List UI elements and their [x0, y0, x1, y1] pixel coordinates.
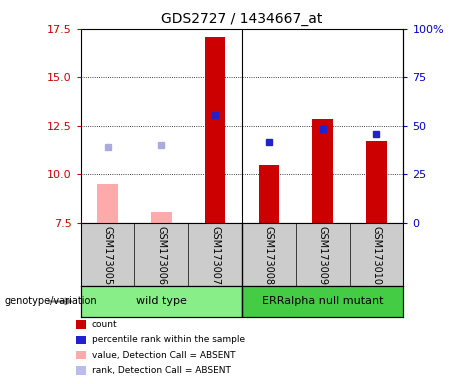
Bar: [242, 286, 403, 317]
Text: rank, Detection Call = ABSENT: rank, Detection Call = ABSENT: [92, 366, 230, 375]
Text: ERRalpha null mutant: ERRalpha null mutant: [262, 296, 384, 306]
Bar: [313, 119, 333, 223]
Text: GSM173006: GSM173006: [156, 226, 166, 285]
Text: GSM173009: GSM173009: [318, 226, 328, 285]
Bar: [151, 212, 171, 223]
Text: genotype/variation: genotype/variation: [5, 296, 97, 306]
Bar: [259, 164, 279, 223]
Text: GSM173008: GSM173008: [264, 226, 274, 285]
Title: GDS2727 / 1434667_at: GDS2727 / 1434667_at: [161, 12, 323, 26]
Text: GSM173010: GSM173010: [372, 226, 382, 285]
Bar: [81, 286, 242, 317]
Text: percentile rank within the sample: percentile rank within the sample: [92, 335, 245, 344]
Bar: [97, 184, 118, 223]
Text: count: count: [92, 320, 118, 329]
Text: wild type: wild type: [136, 296, 187, 306]
Text: GSM173005: GSM173005: [102, 226, 112, 285]
Text: GSM173007: GSM173007: [210, 226, 220, 285]
Text: value, Detection Call = ABSENT: value, Detection Call = ABSENT: [92, 351, 235, 360]
Bar: [205, 36, 225, 223]
Bar: [366, 141, 387, 223]
